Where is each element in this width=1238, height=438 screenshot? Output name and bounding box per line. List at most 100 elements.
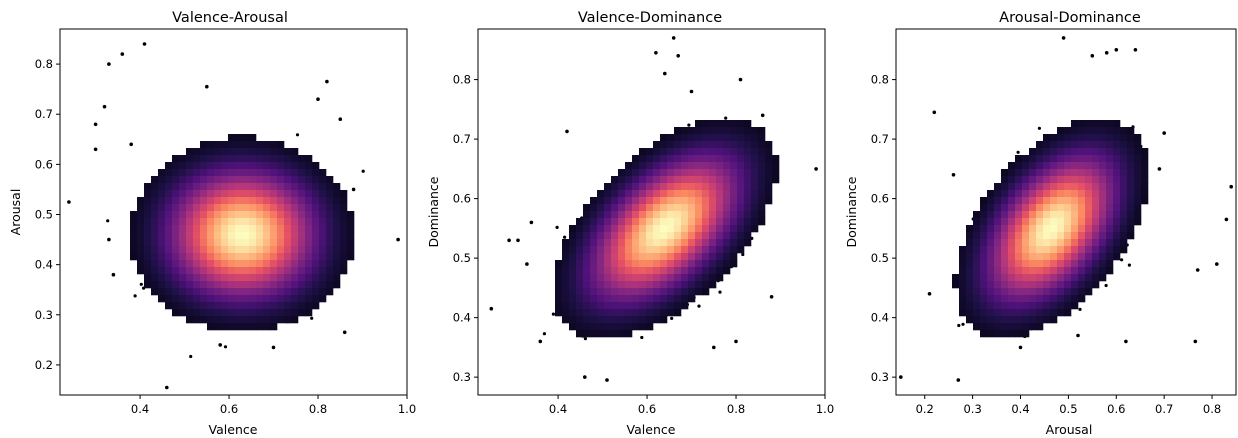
density-cell [291,204,299,212]
density-cell [249,225,257,233]
density-cell [144,225,152,233]
density-cell [172,204,180,212]
density-cell [347,218,355,226]
density-cell [144,197,152,205]
density-cell [305,190,313,198]
density-cell [144,183,152,191]
density-cell [200,197,208,205]
density-cell [312,225,320,233]
density-cell [172,281,180,289]
density-cell [228,211,236,219]
density-cell [242,288,250,296]
density-cell [193,295,201,303]
density-cell [137,218,145,226]
density-cell [214,162,222,170]
density-cell [256,232,264,240]
density-cell [235,225,243,233]
density-cell [193,288,201,296]
density-cell [179,211,187,219]
density-cell [242,302,250,310]
density-cell [221,169,229,177]
outlier-point [396,237,400,242]
density-cell [200,246,208,254]
density-cell [305,162,313,170]
density-cell [270,316,278,324]
density-cell [228,218,236,226]
density-cell [305,197,313,205]
density-cell [235,176,243,184]
density-cell [137,204,145,212]
density-cell [305,211,313,219]
density-cell [144,246,152,254]
density-cell [263,190,271,198]
density-cell [158,190,166,198]
density-cell [207,260,215,268]
density-cell [179,302,187,310]
density-cell [130,246,138,254]
density-cell [277,239,285,247]
density-cell [165,267,173,275]
density-cell [256,239,264,247]
density-cell [207,155,215,163]
density-cell [249,260,257,268]
density-cell [256,162,264,170]
density-cell [242,295,250,303]
density-cell [270,204,278,212]
density-cell [256,253,264,261]
density-cell [228,239,236,247]
density-cell [228,197,236,205]
density-cell [291,162,299,170]
x-axis-ticks: 0.4 0.6 0.8 1.0 [131,395,416,416]
density-cell [312,169,320,177]
density-cell [137,253,145,261]
density-cell [270,267,278,275]
density-cell [200,267,208,275]
density-cell [291,197,299,205]
density-cell [270,302,278,310]
density-cell [249,295,257,303]
scatter-point [583,337,588,341]
density-cell [179,281,187,289]
density-cell [312,246,320,254]
density-cell [179,239,187,247]
density-cell [333,197,341,205]
density-cell [193,162,201,170]
density-cell [179,246,187,254]
density-cell [193,197,201,205]
density-cell [326,281,334,289]
density-cell [340,197,348,205]
density-cell [263,246,271,254]
density-cell [221,218,229,226]
density-cell [172,225,180,233]
density-cell [172,162,180,170]
density-cell [291,267,299,275]
density-cell [137,246,145,254]
density-cell [172,169,180,177]
density-cell [277,267,285,275]
density-cell [256,190,264,198]
density-cell [207,232,215,240]
density-cell [242,183,250,191]
density-cell [158,183,166,191]
density-cell [193,309,201,317]
density-cell [263,274,271,282]
density-cell [221,211,229,219]
density-cell [284,288,292,296]
outlier-point [165,385,169,390]
density-cell [228,225,236,233]
density-cell [158,211,166,219]
density-cell [256,309,264,317]
density-cell [144,260,152,268]
density-cell [200,302,208,310]
density-cell [291,309,299,317]
density-cell [144,232,152,240]
density-cell [158,267,166,275]
density-cell [172,176,180,184]
density-cell [249,218,257,226]
density-cell [256,302,264,310]
density-cell [151,288,159,296]
density-cell [263,323,271,331]
density-cell [165,246,173,254]
density-cell [305,169,313,177]
density-cell [186,225,194,233]
